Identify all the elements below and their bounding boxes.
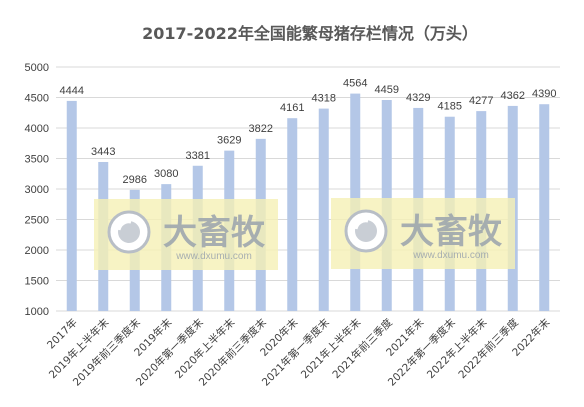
- watermark-brand: 大畜牧: [163, 213, 266, 253]
- data-label: 2986: [123, 174, 147, 186]
- y-axis: 1000 1500 2000 2500 3000 3500 4000 4500 5000: [25, 62, 49, 318]
- data-label: 4564: [343, 78, 367, 90]
- chart-title: 2017-2022年全国能繁母猪存栏情况（万头）: [142, 24, 478, 43]
- data-label: 4185: [438, 101, 462, 113]
- data-label: 4459: [375, 84, 399, 96]
- data-label: 4444: [60, 85, 84, 97]
- y-tick-label: 1000: [25, 306, 49, 318]
- bar: [287, 118, 298, 311]
- x-axis: 2017年2019年上半年末2019年前三季度末2019年末2020年第一季度末…: [44, 316, 552, 389]
- watermark-url: www.dxumu.com: [412, 250, 489, 261]
- data-label: 3629: [217, 135, 241, 147]
- bar: [318, 108, 329, 312]
- data-labels: 4444 3443 2986 3080 3381 3629 3822 4161 4318 4564…: [60, 78, 557, 186]
- bar: [66, 100, 77, 311]
- data-label: 4318: [312, 93, 336, 105]
- data-label: 4161: [280, 102, 304, 114]
- y-tick-label: 4500: [25, 93, 49, 105]
- data-label: 4390: [532, 88, 556, 100]
- bar: [539, 104, 550, 312]
- y-tick-label: 2000: [25, 245, 49, 257]
- y-tick-label: 2500: [25, 215, 49, 227]
- y-tick-label: 3000: [25, 184, 49, 196]
- data-label: 3822: [249, 123, 273, 135]
- watermark-url: www.dxumu.com: [175, 251, 252, 262]
- logo-icon: [107, 210, 151, 254]
- watermark-brand: 大畜牧: [400, 212, 503, 252]
- logo-icon: [344, 209, 388, 253]
- data-label: 4277: [469, 95, 493, 107]
- y-tick-label: 4000: [25, 123, 49, 135]
- data-label: 4362: [501, 90, 525, 102]
- y-tick-label: 1500: [25, 276, 49, 288]
- data-label: 3443: [91, 146, 115, 158]
- data-label: 3381: [186, 150, 210, 162]
- data-label: 4329: [406, 92, 430, 104]
- y-tick-label: 3500: [25, 154, 49, 166]
- data-label: 3080: [154, 168, 178, 180]
- y-tick-label: 5000: [25, 62, 49, 74]
